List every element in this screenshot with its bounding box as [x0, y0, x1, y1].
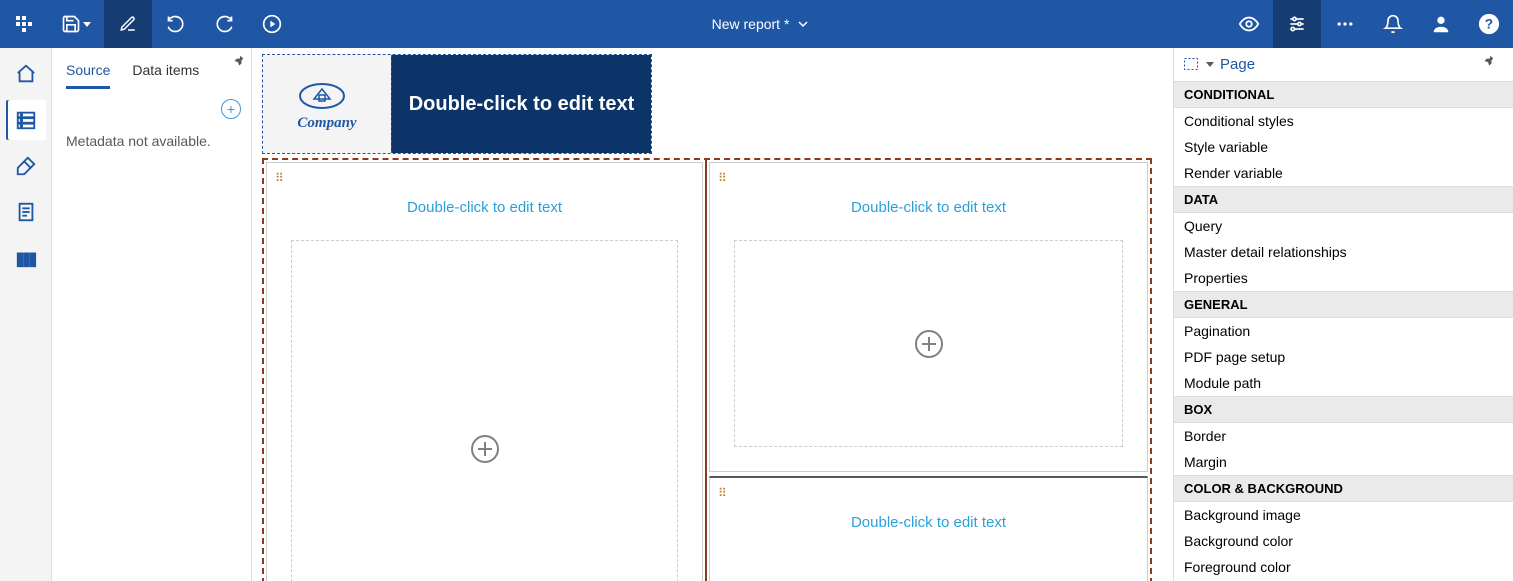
- drag-handle-icon[interactable]: ⠿: [718, 171, 728, 185]
- property-row[interactable]: PDF page setup: [1174, 344, 1513, 370]
- breadcrumb-label: Page: [1220, 56, 1255, 73]
- left-pin-button[interactable]: [231, 54, 245, 68]
- property-row[interactable]: Style variable: [1174, 134, 1513, 160]
- rail-home-button[interactable]: [6, 54, 46, 94]
- viz1-title[interactable]: Double-click to edit text: [407, 199, 562, 216]
- app-switcher-button[interactable]: [0, 0, 48, 48]
- tab-data-items[interactable]: Data items: [132, 62, 199, 89]
- viz2-dropzone[interactable]: [734, 240, 1123, 447]
- properties-breadcrumb[interactable]: Page: [1174, 48, 1513, 81]
- left-panel: Source Data items + Metadata not availab…: [52, 48, 252, 581]
- page-icon: [1184, 58, 1200, 72]
- title-text: New report *: [712, 16, 790, 32]
- redo-button[interactable]: [200, 0, 248, 48]
- rail-pages-button[interactable]: [6, 192, 46, 232]
- add-content-button[interactable]: [915, 330, 943, 358]
- rail-queries-button[interactable]: [6, 238, 46, 278]
- property-row[interactable]: Background image: [1174, 502, 1513, 528]
- left-tabs: Source Data items: [52, 48, 251, 89]
- property-section-header[interactable]: BOX: [1174, 396, 1513, 423]
- main-area: Source Data items + Metadata not availab…: [0, 48, 1513, 581]
- edit-mode-button[interactable]: [104, 0, 152, 48]
- rail-data-button[interactable]: [6, 100, 46, 140]
- drag-handle-icon[interactable]: ⠿: [718, 486, 728, 500]
- breadcrumb-dropdown-icon[interactable]: [1206, 62, 1214, 67]
- property-row[interactable]: Border: [1174, 423, 1513, 449]
- property-section-header[interactable]: COLOR & BACKGROUND: [1174, 475, 1513, 502]
- viz2-title[interactable]: Double-click to edit text: [851, 199, 1006, 216]
- top-toolbar: New report * ?: [0, 0, 1513, 48]
- visualization-1[interactable]: ⠿ Double-click to edit text: [266, 162, 703, 581]
- title-dropdown-icon: [797, 18, 809, 30]
- tab-source[interactable]: Source: [66, 62, 110, 89]
- more-menu-button[interactable]: [1321, 0, 1369, 48]
- save-dropdown-icon[interactable]: [83, 22, 91, 27]
- property-row[interactable]: Master detail relationships: [1174, 239, 1513, 265]
- metadata-message: Metadata not available.: [52, 119, 251, 163]
- run-button[interactable]: [248, 0, 296, 48]
- rail-toolbox-button[interactable]: [6, 146, 46, 186]
- logo-cell[interactable]: Company: [263, 55, 391, 153]
- account-button[interactable]: [1417, 0, 1465, 48]
- drag-handle-icon[interactable]: ⠿: [275, 171, 285, 185]
- document-title[interactable]: New report *: [296, 16, 1225, 32]
- property-row[interactable]: Module path: [1174, 370, 1513, 396]
- property-row[interactable]: Render variable: [1174, 160, 1513, 186]
- save-button[interactable]: [48, 0, 104, 48]
- visualization-2[interactable]: ⠿ Double-click to edit text: [709, 162, 1148, 472]
- add-content-button[interactable]: [471, 435, 499, 463]
- visualization-3[interactable]: ⠿ Double-click to edit text: [709, 476, 1148, 581]
- report-header-block[interactable]: Company Double-click to edit text: [262, 54, 652, 154]
- help-button[interactable]: ?: [1465, 0, 1513, 48]
- viz3-title[interactable]: Double-click to edit text: [851, 514, 1006, 531]
- property-section-header[interactable]: GENERAL: [1174, 291, 1513, 318]
- logo-text: Company: [297, 115, 356, 132]
- report-canvas[interactable]: Company Double-click to edit text ⠿ Doub…: [252, 48, 1173, 581]
- property-row[interactable]: Conditional styles: [1174, 108, 1513, 134]
- property-row[interactable]: Pagination: [1174, 318, 1513, 344]
- undo-button[interactable]: [152, 0, 200, 48]
- left-rail: [0, 48, 52, 581]
- notifications-button[interactable]: [1369, 0, 1417, 48]
- property-section-header[interactable]: DATA: [1174, 186, 1513, 213]
- right-pin-button[interactable]: [1481, 54, 1495, 68]
- layout-grid: ⠿ Double-click to edit text ⠿ Double-cli…: [262, 158, 1152, 581]
- property-row[interactable]: Background color: [1174, 528, 1513, 554]
- property-section-header[interactable]: CONDITIONAL: [1174, 81, 1513, 108]
- property-row[interactable]: Query: [1174, 213, 1513, 239]
- add-source-button[interactable]: +: [221, 99, 241, 119]
- company-logo: Company: [297, 77, 356, 132]
- svg-text:?: ?: [1485, 17, 1493, 32]
- viz1-dropzone[interactable]: [291, 240, 678, 581]
- properties-toggle-button[interactable]: [1273, 0, 1321, 48]
- property-row[interactable]: Margin: [1174, 449, 1513, 475]
- property-row[interactable]: Foreground color: [1174, 554, 1513, 577]
- property-row[interactable]: Properties: [1174, 265, 1513, 291]
- properties-panel: Page CONDITIONALConditional stylesStyle …: [1173, 48, 1513, 581]
- preview-button[interactable]: [1225, 0, 1273, 48]
- header-title-cell[interactable]: Double-click to edit text: [391, 55, 651, 153]
